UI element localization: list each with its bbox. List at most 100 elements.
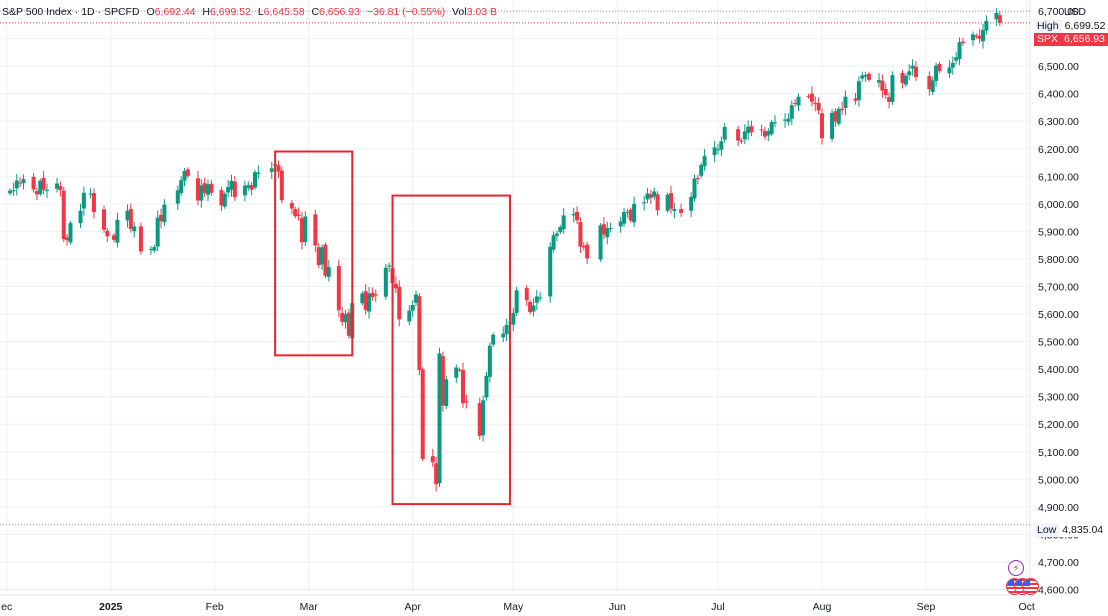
candle-body: [769, 122, 774, 134]
candle-body: [880, 80, 885, 91]
candle-body: [219, 190, 224, 206]
symbol-title: S&P 500 Index · 1D · SPCFD: [2, 6, 140, 18]
candle-body: [679, 209, 684, 213]
price-tick-label: 6,200.00: [1038, 144, 1079, 156]
candle-body: [665, 194, 670, 211]
candle-body: [601, 224, 606, 235]
price-tick-label: 5,100.00: [1038, 447, 1079, 459]
price-tick-label: 5,400.00: [1038, 364, 1079, 376]
time-tick-label: Mar: [300, 601, 319, 613]
candle-body: [648, 194, 653, 198]
price-tick-label: 4,900.00: [1038, 502, 1079, 514]
candle-body: [115, 219, 120, 243]
time-tick-label: Feb: [206, 601, 224, 613]
candle-body: [890, 75, 895, 102]
candle-body: [930, 80, 935, 93]
close-value: 6,656.93: [319, 6, 360, 18]
candle-body: [970, 34, 975, 41]
candle-body: [487, 345, 492, 377]
candle-body: [242, 185, 247, 196]
candle-body: [81, 192, 86, 209]
candle-body: [276, 165, 281, 172]
candle-body: [900, 72, 905, 83]
price-tick-label: 5,300.00: [1038, 392, 1079, 404]
candle-body: [88, 193, 93, 195]
candle-body: [531, 305, 536, 312]
candle-body: [105, 230, 110, 237]
candle-body: [346, 312, 351, 336]
candle-body: [232, 181, 237, 197]
candle-body: [773, 122, 778, 124]
candle-body: [927, 76, 932, 90]
candle-body: [722, 126, 727, 140]
annotation-box: [391, 194, 511, 506]
candle-body: [484, 375, 489, 398]
candle-body: [786, 118, 791, 122]
price-tick-label: 6,100.00: [1038, 171, 1079, 183]
candle-body: [954, 57, 959, 61]
candle-body: [202, 183, 207, 194]
candle-body: [407, 310, 412, 322]
candle-body: [504, 324, 509, 335]
candle-body: [206, 184, 211, 195]
candle-body: [618, 221, 623, 227]
price-tick-label: 5,500.00: [1038, 337, 1079, 349]
candle-body: [370, 292, 375, 297]
candle-body: [853, 98, 858, 101]
candle-body: [393, 283, 398, 289]
candle-body: [789, 105, 794, 119]
candle-body: [950, 62, 955, 68]
lightning-icon[interactable]: ⚡: [1008, 560, 1024, 576]
candle-body: [981, 30, 986, 42]
open-value: 6,692.44: [154, 6, 196, 18]
candle-body: [816, 103, 821, 111]
candle-body: [762, 130, 767, 137]
volume-value: 3.03 B: [466, 6, 497, 18]
candle-body: [148, 249, 153, 251]
candle-body: [669, 193, 674, 209]
candle-body: [746, 126, 751, 134]
candle-body: [793, 103, 798, 105]
candle-body: [957, 42, 962, 59]
candle-body: [913, 66, 918, 78]
candle-body: [457, 369, 462, 371]
candle-body: [887, 97, 892, 102]
candle-body: [974, 35, 979, 37]
candle-body: [605, 228, 610, 238]
candle-body: [246, 185, 251, 188]
candle-body: [689, 196, 694, 211]
candle-body: [702, 156, 707, 167]
price-tick-label: 5,200.00: [1038, 419, 1079, 431]
candle-body: [712, 147, 717, 156]
time-tick-label: Apr: [404, 601, 421, 613]
candle-body: [336, 266, 341, 311]
candle-body: [383, 267, 388, 297]
candle-body: [128, 209, 133, 229]
candle-body: [313, 214, 318, 246]
candle-body: [112, 235, 117, 240]
price-tick-label: 6,400.00: [1038, 89, 1079, 101]
candle-body: [252, 172, 257, 188]
candle-body: [739, 140, 744, 142]
candle-body: [185, 169, 190, 177]
close-label: C: [311, 6, 320, 18]
candle-body: [44, 189, 49, 191]
currency-label[interactable]: USD: [1063, 6, 1086, 18]
candle-body: [672, 209, 677, 212]
candle-body: [61, 190, 66, 240]
us-flag-icon[interactable]: [1006, 578, 1040, 595]
price-tick-label: 4,600.00: [1038, 584, 1079, 596]
candle-body: [843, 96, 848, 108]
candle-body: [759, 129, 764, 131]
candle-body: [430, 456, 435, 463]
candle-body: [863, 74, 868, 77]
candle-body: [903, 75, 908, 85]
candle-body: [997, 15, 1002, 23]
candle-body: [551, 235, 556, 250]
candle-body: [645, 193, 650, 200]
price-tick-label: 6,700.00: [1038, 6, 1079, 18]
candle-body: [856, 81, 861, 101]
candle-body: [534, 296, 539, 303]
candle-body: [585, 244, 590, 259]
